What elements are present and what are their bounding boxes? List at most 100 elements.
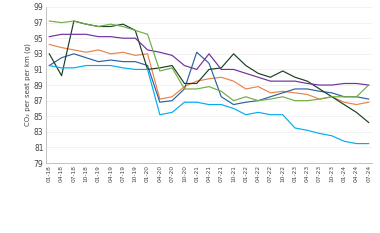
Latin America — [84, 64, 89, 67]
Asia Pacific — [121, 60, 125, 63]
Middle East — [317, 84, 322, 86]
Asia Pacific — [268, 95, 273, 98]
North America — [354, 95, 359, 98]
Line: Asia Pacific: Asia Pacific — [49, 52, 369, 105]
North America — [170, 66, 174, 69]
Latin America — [170, 111, 174, 114]
Africa — [84, 51, 89, 54]
Europe & CIS — [71, 20, 76, 22]
Asia Pacific — [158, 101, 162, 104]
Middle East — [256, 76, 260, 79]
Asia Pacific — [84, 56, 89, 59]
Latin America — [256, 111, 260, 114]
North America — [71, 20, 76, 22]
Africa — [244, 88, 248, 90]
North America — [317, 98, 322, 100]
Latin America — [231, 107, 236, 110]
Asia Pacific — [133, 60, 138, 63]
Line: Europe & CIS: Europe & CIS — [49, 21, 369, 123]
North America — [145, 33, 150, 36]
Latin America — [145, 68, 150, 71]
Europe & CIS — [121, 23, 125, 26]
Europe & CIS — [219, 66, 223, 69]
Middle East — [96, 35, 101, 38]
Asia Pacific — [145, 64, 150, 67]
Europe & CIS — [280, 70, 285, 72]
Africa — [121, 51, 125, 54]
Africa — [329, 95, 334, 98]
Asia Pacific — [207, 62, 211, 65]
Latin America — [195, 101, 199, 104]
Middle East — [158, 51, 162, 54]
Latin America — [133, 68, 138, 71]
Middle East — [59, 33, 64, 36]
Line: North America: North America — [49, 21, 369, 101]
Middle East — [121, 37, 125, 40]
Middle East — [219, 68, 223, 71]
Middle East — [84, 33, 89, 36]
Asia Pacific — [342, 95, 347, 98]
Middle East — [207, 52, 211, 55]
Europe & CIS — [366, 121, 371, 124]
Asia Pacific — [366, 98, 371, 100]
Africa — [268, 92, 273, 94]
Middle East — [305, 82, 310, 85]
Asia Pacific — [47, 64, 52, 67]
Africa — [195, 80, 199, 82]
Europe & CIS — [84, 23, 89, 26]
Asia Pacific — [170, 99, 174, 102]
Africa — [280, 90, 285, 93]
Middle East — [182, 64, 187, 67]
Asia Pacific — [354, 95, 359, 98]
Europe & CIS — [342, 103, 347, 106]
North America — [268, 98, 273, 100]
Middle East — [71, 33, 76, 36]
Africa — [293, 92, 297, 94]
Latin America — [219, 103, 223, 106]
North America — [47, 20, 52, 22]
North America — [84, 23, 89, 26]
Africa — [145, 52, 150, 55]
Latin America — [207, 103, 211, 106]
North America — [219, 90, 223, 93]
Asia Pacific — [293, 88, 297, 90]
Africa — [219, 76, 223, 79]
Asia Pacific — [317, 90, 322, 93]
Europe & CIS — [354, 111, 359, 114]
North America — [121, 25, 125, 28]
North America — [244, 95, 248, 98]
Latin America — [305, 129, 310, 132]
Latin America — [71, 66, 76, 69]
North America — [59, 21, 64, 24]
North America — [280, 95, 285, 98]
Latin America — [47, 64, 52, 67]
Y-axis label: CO₂ per seat per km (g): CO₂ per seat per km (g) — [24, 44, 31, 127]
Asia Pacific — [329, 92, 334, 94]
Latin America — [366, 142, 371, 145]
Europe & CIS — [293, 76, 297, 79]
North America — [158, 70, 162, 72]
Line: Middle East: Middle East — [49, 34, 369, 85]
Latin America — [280, 113, 285, 116]
Europe & CIS — [47, 52, 52, 55]
Africa — [47, 43, 52, 46]
Africa — [133, 54, 138, 57]
Europe & CIS — [195, 82, 199, 85]
Latin America — [121, 66, 125, 69]
North America — [207, 85, 211, 88]
Middle East — [47, 35, 52, 38]
North America — [133, 29, 138, 32]
Asia Pacific — [96, 60, 101, 63]
Asia Pacific — [195, 51, 199, 54]
Line: Africa: Africa — [49, 45, 369, 105]
Asia Pacific — [305, 88, 310, 90]
Middle East — [133, 37, 138, 40]
Middle East — [342, 82, 347, 85]
North America — [96, 25, 101, 28]
North America — [366, 84, 371, 86]
Africa — [342, 101, 347, 104]
Middle East — [329, 84, 334, 86]
Middle East — [366, 84, 371, 86]
Europe & CIS — [108, 25, 113, 28]
Africa — [256, 85, 260, 88]
